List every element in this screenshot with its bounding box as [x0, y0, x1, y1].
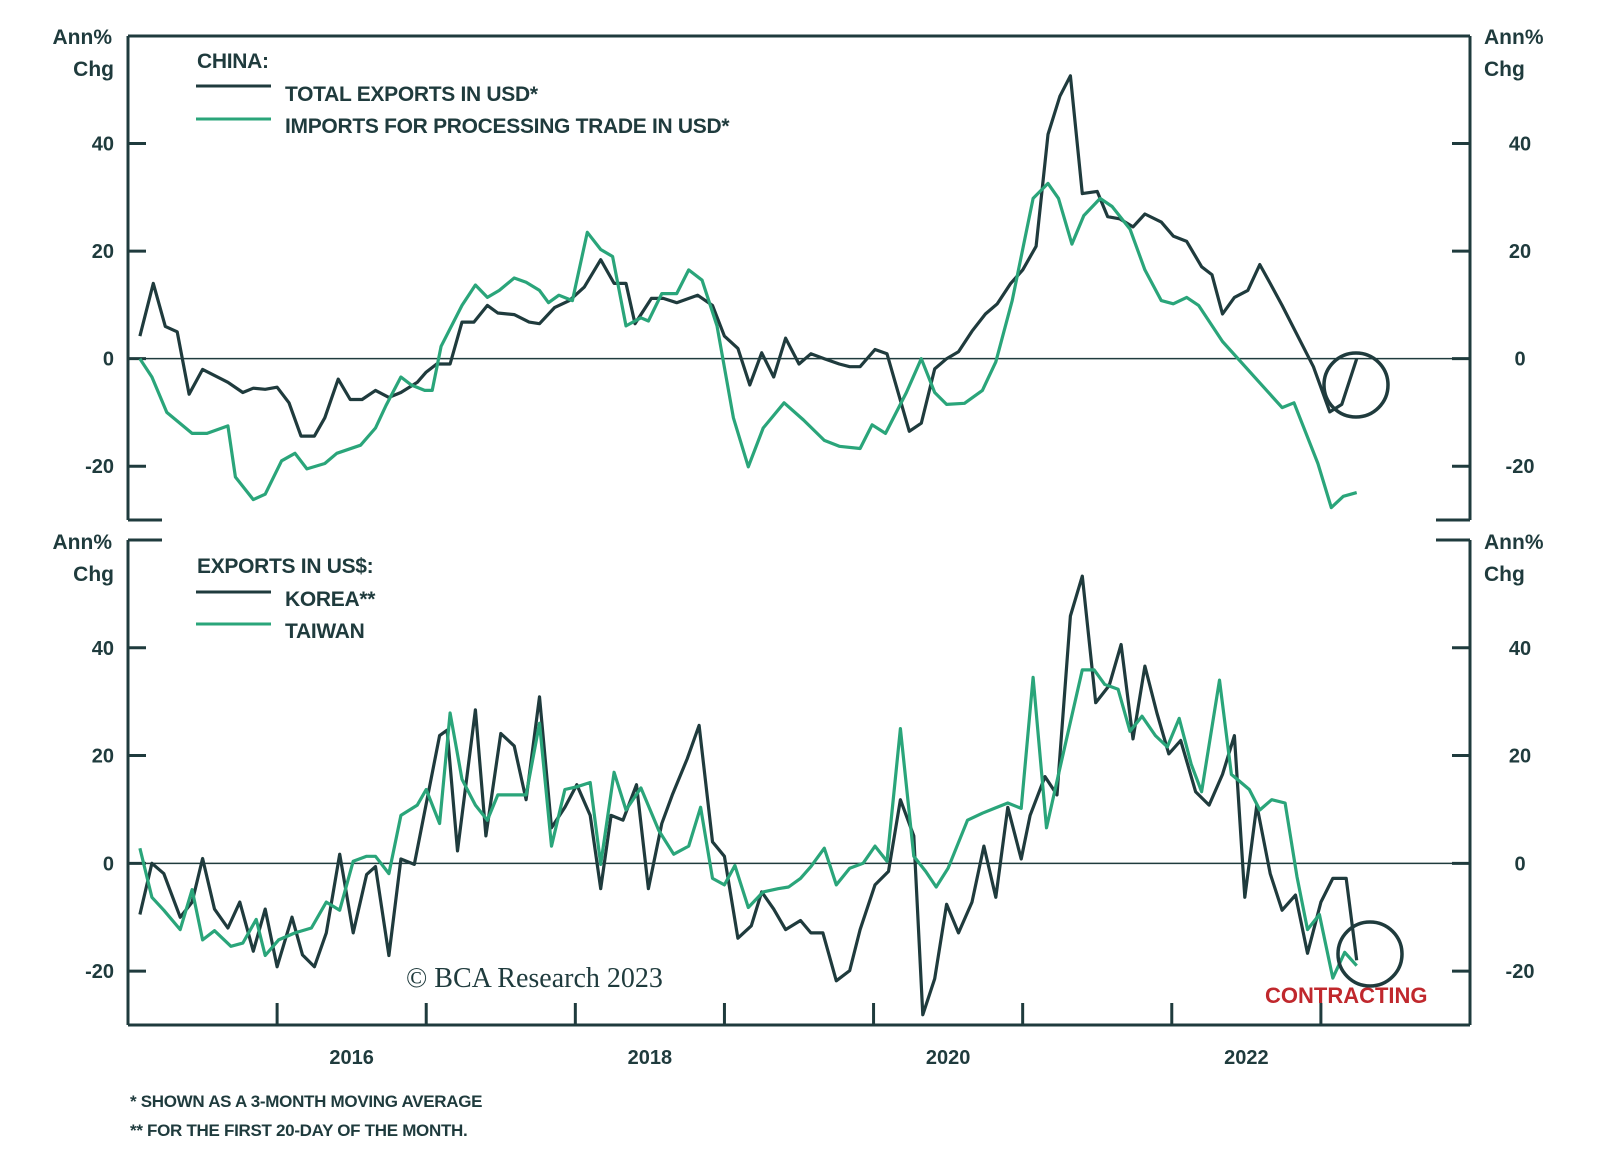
bottom-highlight-circle	[1336, 920, 1404, 988]
y-tick-label-right: 40	[1509, 134, 1531, 156]
series-line-imports-for-processing-trade-in-usd	[138, 181, 1358, 510]
y-tick-label-right: 0	[1514, 349, 1525, 371]
y-tick-label-left: 40	[92, 638, 114, 660]
y-tick-label-right: 0	[1514, 853, 1525, 875]
legend-label-korea: KOREA**	[285, 588, 376, 611]
y-tick-label-left: 40	[92, 134, 114, 156]
bottom-left-unit-line1: Ann%	[53, 531, 113, 554]
series-lines	[138, 74, 1359, 1017]
copyright-watermark: © BCA Research 2023	[406, 963, 663, 994]
y-tick-label-right: -20	[1506, 961, 1535, 983]
y-tick-labels: 40 40 20 20 0 0 -20 -20 40 40 20 20 0 0 -20 -20	[85, 134, 1534, 984]
top-highlight-circle	[1322, 351, 1390, 419]
x-tick-label: 2020	[926, 1047, 971, 1069]
y-tick-label-left: -20	[85, 961, 114, 983]
y-tick-label-right: 20	[1509, 746, 1531, 768]
top-left-unit-line1: Ann%	[53, 26, 113, 49]
top-right-unit-line2: Chg	[1484, 58, 1525, 81]
y-tick-label-left: -20	[85, 456, 114, 478]
footnote-2: ** FOR THE FIRST 20-DAY OF THE MONTH.	[130, 1121, 467, 1140]
series-line-total-exports-in-usd	[138, 74, 1359, 438]
top-legend-title: CHINA:	[197, 50, 269, 73]
y-tick-label-right: -20	[1506, 456, 1535, 478]
y-tick-label-left: 0	[103, 853, 114, 875]
y-tick-label-right: 20	[1509, 241, 1531, 263]
legend-label-taiwan: TAIWAN	[285, 620, 364, 643]
bottom-right-unit-line2: Chg	[1484, 563, 1525, 586]
x-tick-label: 2018	[628, 1047, 673, 1069]
series-line-korea	[138, 574, 1359, 1017]
series-line-taiwan	[138, 668, 1358, 980]
panel-frames	[126, 34, 1472, 1027]
contracting-annotation: CONTRACTING	[1265, 983, 1428, 1008]
footnote-1: * SHOWN AS A 3-MONTH MOVING AVERAGE	[130, 1092, 482, 1111]
y-tick-label-right: 40	[1509, 638, 1531, 660]
top-left-unit-line2: Chg	[73, 58, 114, 81]
bottom-right-unit-line1: Ann%	[1484, 531, 1544, 554]
bottom-left-unit-line2: Chg	[73, 563, 114, 586]
legend-label-total-exports: TOTAL EXPORTS IN USD*	[285, 83, 539, 106]
x-tick-label: 2022	[1224, 1047, 1269, 1069]
x-tick-label: 2016	[329, 1047, 374, 1069]
top-right-unit-line1: Ann%	[1484, 26, 1544, 49]
x-tick-labels: 2016 2018 2020 2022	[329, 1047, 1268, 1069]
legend-label-imports-processing: IMPORTS FOR PROCESSING TRADE IN USD*	[285, 115, 730, 138]
y-tick-label-left: 20	[92, 746, 114, 768]
bottom-legend-title: EXPORTS IN US$:	[197, 555, 373, 578]
y-tick-label-left: 0	[103, 349, 114, 371]
y-tick-label-left: 20	[92, 241, 114, 263]
